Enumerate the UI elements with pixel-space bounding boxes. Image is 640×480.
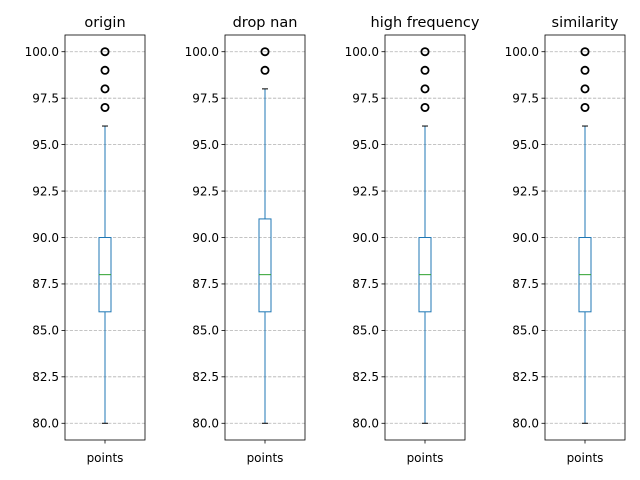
y-tick-label: 87.5 [32,277,59,291]
y-tick-label: 90.0 [192,231,219,245]
x-tick-label: points [407,451,444,465]
y-tick-label: 97.5 [352,91,379,105]
subplot-title: drop nan [233,15,298,31]
y-tick-label: 85.0 [32,324,59,338]
outlier-point [260,47,270,57]
y-tick-label: 90.0 [32,231,59,245]
y-tick-label: 90.0 [352,231,379,245]
y-tick-label: 85.0 [512,324,539,338]
y-tick-label: 100.0 [345,45,379,59]
subplot-1: 80.0 82.5 85.0 87.5 90.0 92.5 95.0 97.5 100.0 poi… [25,15,146,465]
y-tick-label: 87.5 [512,277,539,291]
outlier-point [420,65,430,75]
y-tick-label: 95.0 [32,138,59,152]
y-tick-label: 100.0 [25,45,59,59]
outlier-point [580,84,590,94]
y-tick-label: 87.5 [192,277,219,291]
outlier-point [580,102,590,112]
iqr-box [258,218,272,313]
outlier-point [260,65,270,75]
y-tick-label: 82.5 [32,370,59,384]
subplot-title: high frequency [371,15,480,31]
outlier-point [580,65,590,75]
y-tick-label: 95.0 [352,138,379,152]
y-tick-label: 100.0 [505,45,539,59]
y-tick-label: 92.5 [32,184,59,198]
y-tick-label: 95.0 [192,138,219,152]
y-tick-label: 100.0 [185,45,219,59]
x-tick-label: points [567,451,604,465]
y-tick-label: 97.5 [192,91,219,105]
outlier-point [100,102,110,112]
y-tick-label: 85.0 [192,324,219,338]
outlier-point [420,47,430,57]
subplot-title: origin [84,15,125,31]
y-tick-label: 90.0 [512,231,539,245]
y-tick-label: 82.5 [352,370,379,384]
x-tick-label: points [87,451,124,465]
subplot-4: 80.0 82.5 85.0 87.5 90.0 92.5 95.0 97.5 100.0 poi… [505,15,626,465]
subplot-title: similarity [552,15,619,31]
y-tick-label: 80.0 [512,417,539,431]
outlier-point [100,84,110,94]
subplot-3: 80.0 82.5 85.0 87.5 90.0 92.5 95.0 97.5 100.0 poi… [345,15,480,465]
outlier-point [420,84,430,94]
y-tick-label: 82.5 [192,370,219,384]
outlier-point [420,102,430,112]
y-tick-label: 82.5 [512,370,539,384]
outlier-point [580,47,590,57]
y-tick-label: 80.0 [32,417,59,431]
y-tick-label: 92.5 [192,184,219,198]
y-tick-label: 92.5 [352,184,379,198]
y-tick-label: 97.5 [512,91,539,105]
y-tick-label: 85.0 [352,324,379,338]
y-tick-label: 95.0 [512,138,539,152]
y-tick-label: 87.5 [352,277,379,291]
y-tick-label: 97.5 [32,91,59,105]
subplot-2: 80.0 82.5 85.0 87.5 90.0 92.5 95.0 97.5 100.0 poi… [185,15,306,465]
outlier-point [100,65,110,75]
y-tick-label: 92.5 [512,184,539,198]
y-tick-label: 80.0 [192,417,219,431]
y-tick-label: 80.0 [352,417,379,431]
outlier-point [100,47,110,57]
x-tick-label: points [247,451,284,465]
